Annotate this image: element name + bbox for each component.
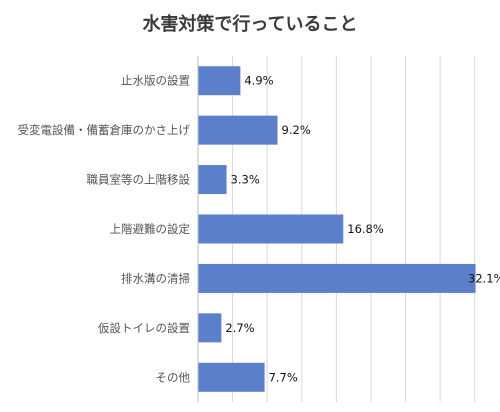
data-label: 16.8% [347,222,384,236]
chart-title: 水害対策で行っていること [142,13,357,35]
bars [198,66,476,392]
bar [198,115,278,145]
bar [198,313,222,343]
bar [198,214,344,244]
category-labels: 止水版の設置受変電設備・備蓄倉庫のかさ上げ職員室等の上階移設上階避難の設定排水溝… [18,74,191,385]
category-label: 止水版の設置 [121,74,190,88]
bar [198,66,241,96]
data-labels: 4.9% 9.2% 3.3% 16.8% 32.1% 2.7% 7.7% [225,74,500,385]
category-label: 職員室等の上階移設 [87,173,191,187]
category-label: 上階避難の設定 [110,222,191,236]
bar [198,165,227,195]
category-label: 排水溝の清掃 [121,271,190,285]
data-label: 4.9% [244,74,273,88]
bar [198,362,265,392]
data-label: 32.1% [468,271,500,285]
data-label: 9.2% [282,123,311,137]
category-label: 仮設トイレの設置 [98,321,190,335]
bar [198,263,476,293]
category-label: その他 [156,370,191,384]
data-label: 2.7% [225,321,254,335]
data-label: 7.7% [269,370,298,384]
category-label: 受変電設備・備蓄倉庫のかさ上げ [18,123,191,137]
data-label: 3.3% [231,173,260,187]
